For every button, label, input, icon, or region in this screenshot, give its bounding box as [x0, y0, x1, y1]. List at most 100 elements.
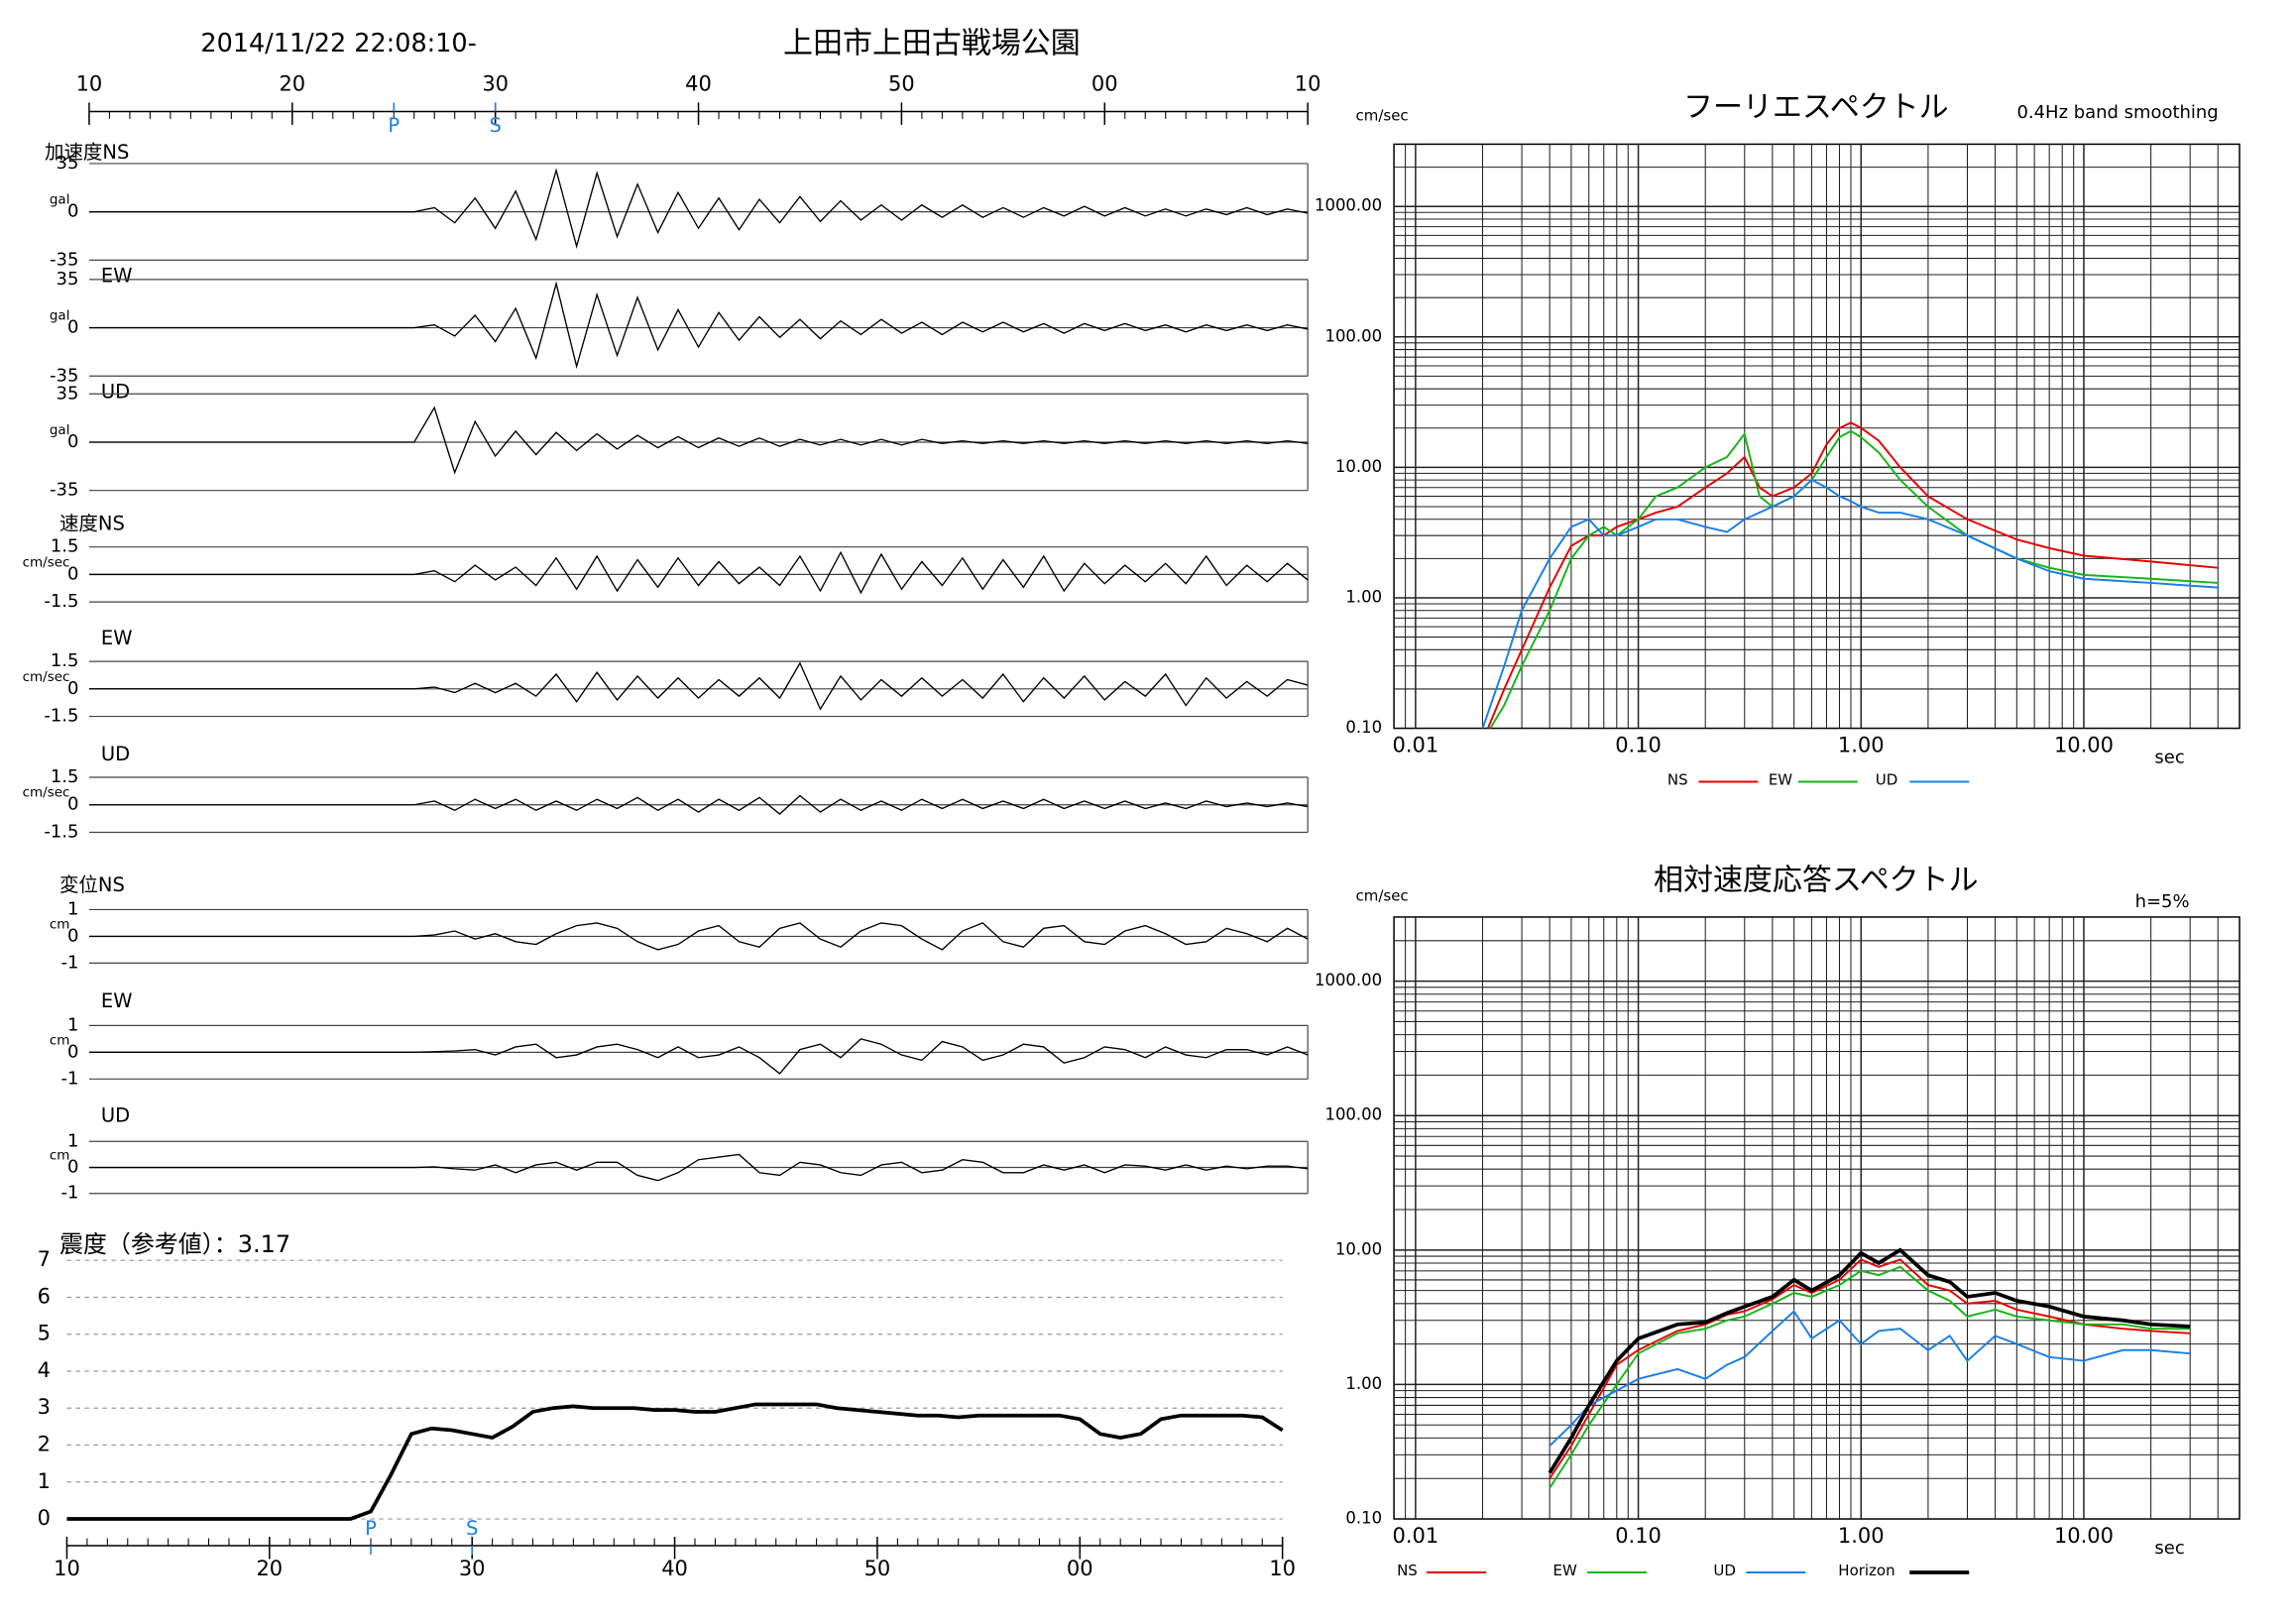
intensity-title: 震度（参考値）：3.17: [59, 1230, 290, 1258]
x-tick-label: 1.00: [1838, 1524, 1885, 1548]
legend-label: UD: [1876, 771, 1898, 789]
time-tick-label: 20: [279, 71, 305, 95]
y-tick-label: 35: [57, 153, 79, 174]
spectrum-note: 0.4Hz band smoothing: [2016, 102, 2218, 123]
y-tick-label: 1.00: [1345, 587, 1382, 606]
unit-label: cm: [50, 1148, 70, 1164]
time-tick-label: 50: [888, 71, 915, 95]
spectrum-line: [1549, 1265, 2191, 1489]
time-tick-label: 00: [1091, 71, 1118, 95]
waveform-trace: [88, 168, 1309, 249]
spectrum-title: 相対速度応答スペクトル: [1654, 863, 1979, 897]
unit-label: cm: [50, 1032, 70, 1048]
y-tick-label: 7: [38, 1247, 51, 1271]
x-tick-label: 10.00: [2054, 1524, 2114, 1548]
y-tick-label: -35: [50, 365, 78, 386]
time-tick-label: 30: [482, 71, 509, 95]
record-time: 2014/11/22 22:08:10-: [200, 29, 476, 58]
phase-label: S: [466, 1517, 478, 1540]
unit-label: cm/sec: [23, 669, 70, 685]
waveform-trace: [88, 406, 1309, 475]
y-tick-label: 35: [57, 269, 79, 290]
y-tick-label: -1: [61, 1068, 79, 1089]
x-axis-unit: sec: [2154, 1538, 2184, 1559]
y-tick-label: 1: [67, 898, 78, 919]
legend-label: Horizon: [1838, 1562, 1894, 1579]
legend-label: EW: [1769, 771, 1792, 789]
y-tick-label: -1.5: [44, 706, 78, 727]
y-tick-label: 6: [38, 1284, 51, 1308]
phase-label: P: [388, 114, 400, 137]
y-tick-label: 0: [67, 1041, 78, 1062]
y-tick-label: 100.00: [1324, 1105, 1382, 1124]
trace-name: UD: [101, 380, 130, 403]
trace-name: 変位NS: [59, 873, 125, 896]
y-tick-label: 1.00: [1345, 1374, 1382, 1393]
time-tick-label: 10: [1269, 1557, 1296, 1580]
y-tick-label: -35: [50, 249, 78, 270]
plot-frame: [1393, 143, 2240, 730]
y-tick-label: 1: [67, 1014, 78, 1035]
unit-label: gal: [50, 192, 70, 208]
intensity-line: [66, 1402, 1284, 1521]
spectrum-note: h=5%: [2135, 891, 2190, 912]
y-tick-label: 1: [38, 1469, 51, 1493]
y-tick-label: 0: [67, 317, 78, 338]
y-tick-label: 0: [67, 1157, 78, 1178]
x-axis-unit: sec: [2154, 748, 2184, 768]
y-tick-label: 1.5: [51, 536, 79, 557]
y-tick-label: 35: [57, 383, 79, 404]
station-title: 上田市上田古戦場公園: [783, 27, 1081, 61]
legend-label: NS: [1667, 771, 1688, 789]
x-tick-label: 0.01: [1393, 734, 1439, 757]
x-tick-label: 10.00: [2054, 734, 2114, 757]
unit-label: cm/sec: [23, 785, 70, 801]
waveform-trace: [88, 661, 1309, 711]
trace-name: UD: [101, 1103, 130, 1126]
y-tick-label: -1: [61, 1183, 79, 1204]
y-tick-label: 3: [38, 1395, 51, 1419]
waveform-trace: [88, 550, 1309, 595]
unit-label: cm/sec: [23, 554, 70, 570]
time-tick-label: 40: [685, 71, 712, 95]
phase-label: P: [365, 1517, 377, 1540]
trace-name: 加速度NS: [45, 141, 129, 164]
waveform-trace: [88, 1153, 1309, 1182]
trace-name: EW: [101, 989, 133, 1012]
spectrum-line: [1486, 421, 2219, 729]
y-tick-label: 1: [67, 1130, 78, 1151]
x-tick-label: 0.01: [1393, 1524, 1439, 1548]
time-tick-label: 40: [661, 1557, 688, 1580]
spectrum-title: フーリエスペクトル: [1683, 90, 1949, 125]
y-axis-unit: cm/sec: [1356, 886, 1409, 904]
y-tick-label: -1.5: [44, 821, 78, 842]
waveform-trace: [88, 281, 1309, 370]
spectrum-line: [1489, 429, 2219, 729]
trace-name: EW: [101, 264, 133, 287]
unit-label: gal: [50, 422, 70, 438]
y-tick-label: 10.00: [1335, 1239, 1382, 1258]
x-tick-label: 1.00: [1838, 734, 1885, 757]
y-tick-label: 2: [38, 1433, 51, 1456]
time-tick-label: 10: [1295, 71, 1321, 95]
y-tick-label: 0: [38, 1506, 51, 1530]
y-tick-label: 0: [67, 563, 78, 584]
y-axis-unit: cm/sec: [1356, 106, 1409, 124]
unit-label: cm: [50, 916, 70, 932]
y-tick-label: 100.00: [1324, 326, 1382, 345]
y-tick-label: 4: [38, 1358, 51, 1382]
y-tick-label: 5: [38, 1322, 51, 1345]
y-tick-label: 0.10: [1345, 1509, 1382, 1528]
time-tick-label: 20: [256, 1557, 283, 1580]
legend-label: EW: [1552, 1562, 1576, 1579]
y-tick-label: 0: [67, 925, 78, 946]
time-tick-label: 00: [1067, 1557, 1093, 1580]
spectrum-line: [1549, 1310, 2191, 1447]
y-tick-label: 0: [67, 431, 78, 452]
y-tick-label: 1000.00: [1315, 971, 1382, 989]
spectrum-line: [1549, 1258, 2191, 1479]
unit-label: gal: [50, 308, 70, 324]
y-tick-label: 0: [67, 794, 78, 815]
